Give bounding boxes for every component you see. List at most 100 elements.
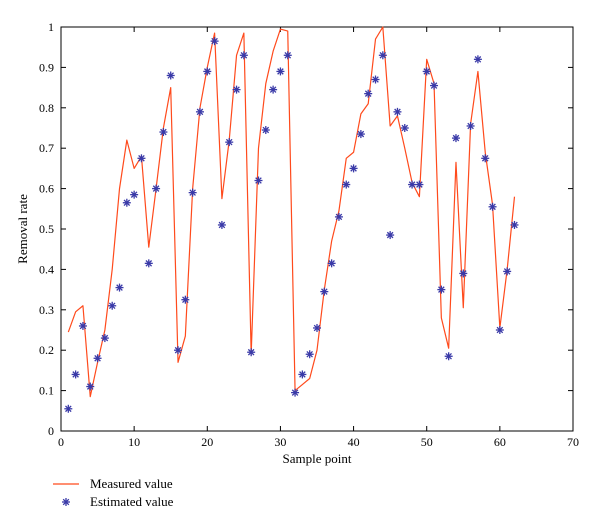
estimated-point: [78, 321, 87, 330]
estimated-point: [451, 134, 460, 143]
estimated-point-stroke: [211, 37, 218, 45]
estimated-point: [334, 212, 343, 221]
estimated-point-stroke: [94, 354, 101, 362]
estimated-point-stroke: [401, 124, 409, 132]
y-tick-label: 0.5: [39, 222, 54, 236]
estimated-point-stroke: [481, 155, 489, 162]
estimated-point-stroke: [306, 350, 313, 358]
estimated-point: [291, 388, 300, 397]
estimated-point-stroke: [225, 138, 233, 146]
legend: Measured value Estimated value: [53, 476, 174, 509]
estimated-point-stroke: [379, 51, 387, 59]
estimated-point: [371, 75, 380, 84]
estimated-point-stroke: [489, 203, 496, 211]
estimated-point-stroke: [101, 334, 109, 342]
estimated-point-stroke: [299, 371, 306, 378]
estimated-point: [356, 130, 365, 139]
estimated-point: [210, 37, 219, 46]
estimated-point: [115, 283, 124, 292]
estimated-point-stroke: [386, 231, 394, 239]
estimated-point-stroke: [459, 270, 467, 277]
estimated-point: [64, 404, 73, 413]
estimated-point: [269, 85, 278, 94]
tick-marks: [60, 26, 574, 432]
estimated-point: [152, 184, 161, 193]
estimated-point: [239, 51, 248, 60]
estimated-point: [188, 188, 197, 197]
y-tick-label: 1: [48, 20, 54, 34]
estimated-point: [108, 301, 117, 310]
y-tick-label: 0.8: [39, 101, 54, 115]
estimated-point-stroke: [167, 72, 175, 79]
estimated-point-stroke: [130, 191, 138, 198]
estimated-point: [349, 164, 358, 173]
x-tick-label: 20: [201, 435, 213, 449]
estimated-point-stroke: [123, 199, 131, 207]
y-tick-label: 0.6: [39, 182, 54, 196]
estimated-point: [261, 126, 270, 135]
estimated-point: [408, 180, 417, 189]
estimated-point-stroke: [277, 68, 284, 75]
estimated-point-stroke: [452, 134, 460, 142]
estimated-point: [225, 138, 234, 147]
estimated-point: [298, 370, 307, 379]
estimated-point: [444, 352, 453, 361]
estimated-point: [93, 354, 102, 363]
x-axis-title: Sample point: [283, 451, 352, 466]
estimated-point: [181, 295, 190, 304]
estimated-point-stroke: [284, 51, 292, 59]
estimated-point: [203, 67, 212, 76]
estimated-point-stroke: [189, 189, 196, 196]
estimated-point-stroke: [423, 68, 431, 75]
estimated-point-stroke: [182, 296, 189, 303]
y-tick-label: 0.3: [39, 303, 54, 317]
estimated-point: [510, 220, 519, 229]
estimated-point: [422, 67, 431, 76]
estimated-point-stroke: [416, 181, 423, 188]
estimated-point: [437, 285, 446, 294]
estimated-point-stroke: [467, 122, 474, 130]
estimated-point: [159, 128, 168, 137]
estimated-point: [481, 154, 490, 163]
estimated-point: [400, 124, 409, 132]
estimated-point-stroke: [79, 322, 87, 330]
estimated-point-stroke: [430, 82, 438, 89]
estimated-point: [254, 176, 263, 185]
legend-label-estimated: Estimated value: [90, 494, 174, 509]
estimated-point: [174, 346, 183, 355]
estimated-point: [393, 107, 402, 116]
estimated-point-stroke: [86, 383, 94, 390]
estimated-point: [320, 287, 329, 296]
estimated-point-stroke: [496, 326, 504, 334]
estimated-point: [503, 267, 512, 276]
estimated-point: [217, 220, 226, 229]
y-axis-title: Removal rate: [15, 194, 30, 264]
estimated-point: [71, 370, 80, 379]
estimated-point-stroke: [269, 86, 277, 93]
estimated-point: [144, 259, 153, 268]
y-tick-label: 0.1: [39, 384, 54, 398]
measured-series: [67, 26, 516, 398]
estimated-point: [327, 259, 336, 268]
estimated-point-stroke: [233, 86, 240, 93]
estimated-point: [276, 67, 285, 76]
estimated-point-stroke: [342, 181, 350, 188]
estimated-series: [64, 37, 519, 413]
estimated-point: [378, 51, 387, 60]
estimated-point: [342, 180, 351, 189]
y-tick-label: 0.4: [39, 262, 54, 276]
estimated-point-stroke: [350, 165, 357, 172]
estimated-point-stroke: [247, 348, 255, 356]
estimated-point: [364, 89, 373, 98]
estimated-point-stroke: [321, 288, 328, 295]
estimated-point-stroke: [394, 108, 401, 116]
y-tick-label: 0.7: [39, 141, 54, 155]
estimated-point: [466, 121, 475, 130]
x-tick-label: 0: [58, 435, 64, 449]
x-tick-label: 70: [567, 435, 579, 449]
x-tick-label: 40: [348, 435, 360, 449]
y-tick-label: 0: [48, 424, 54, 438]
estimated-point: [130, 190, 139, 199]
estimated-point: [495, 326, 504, 334]
